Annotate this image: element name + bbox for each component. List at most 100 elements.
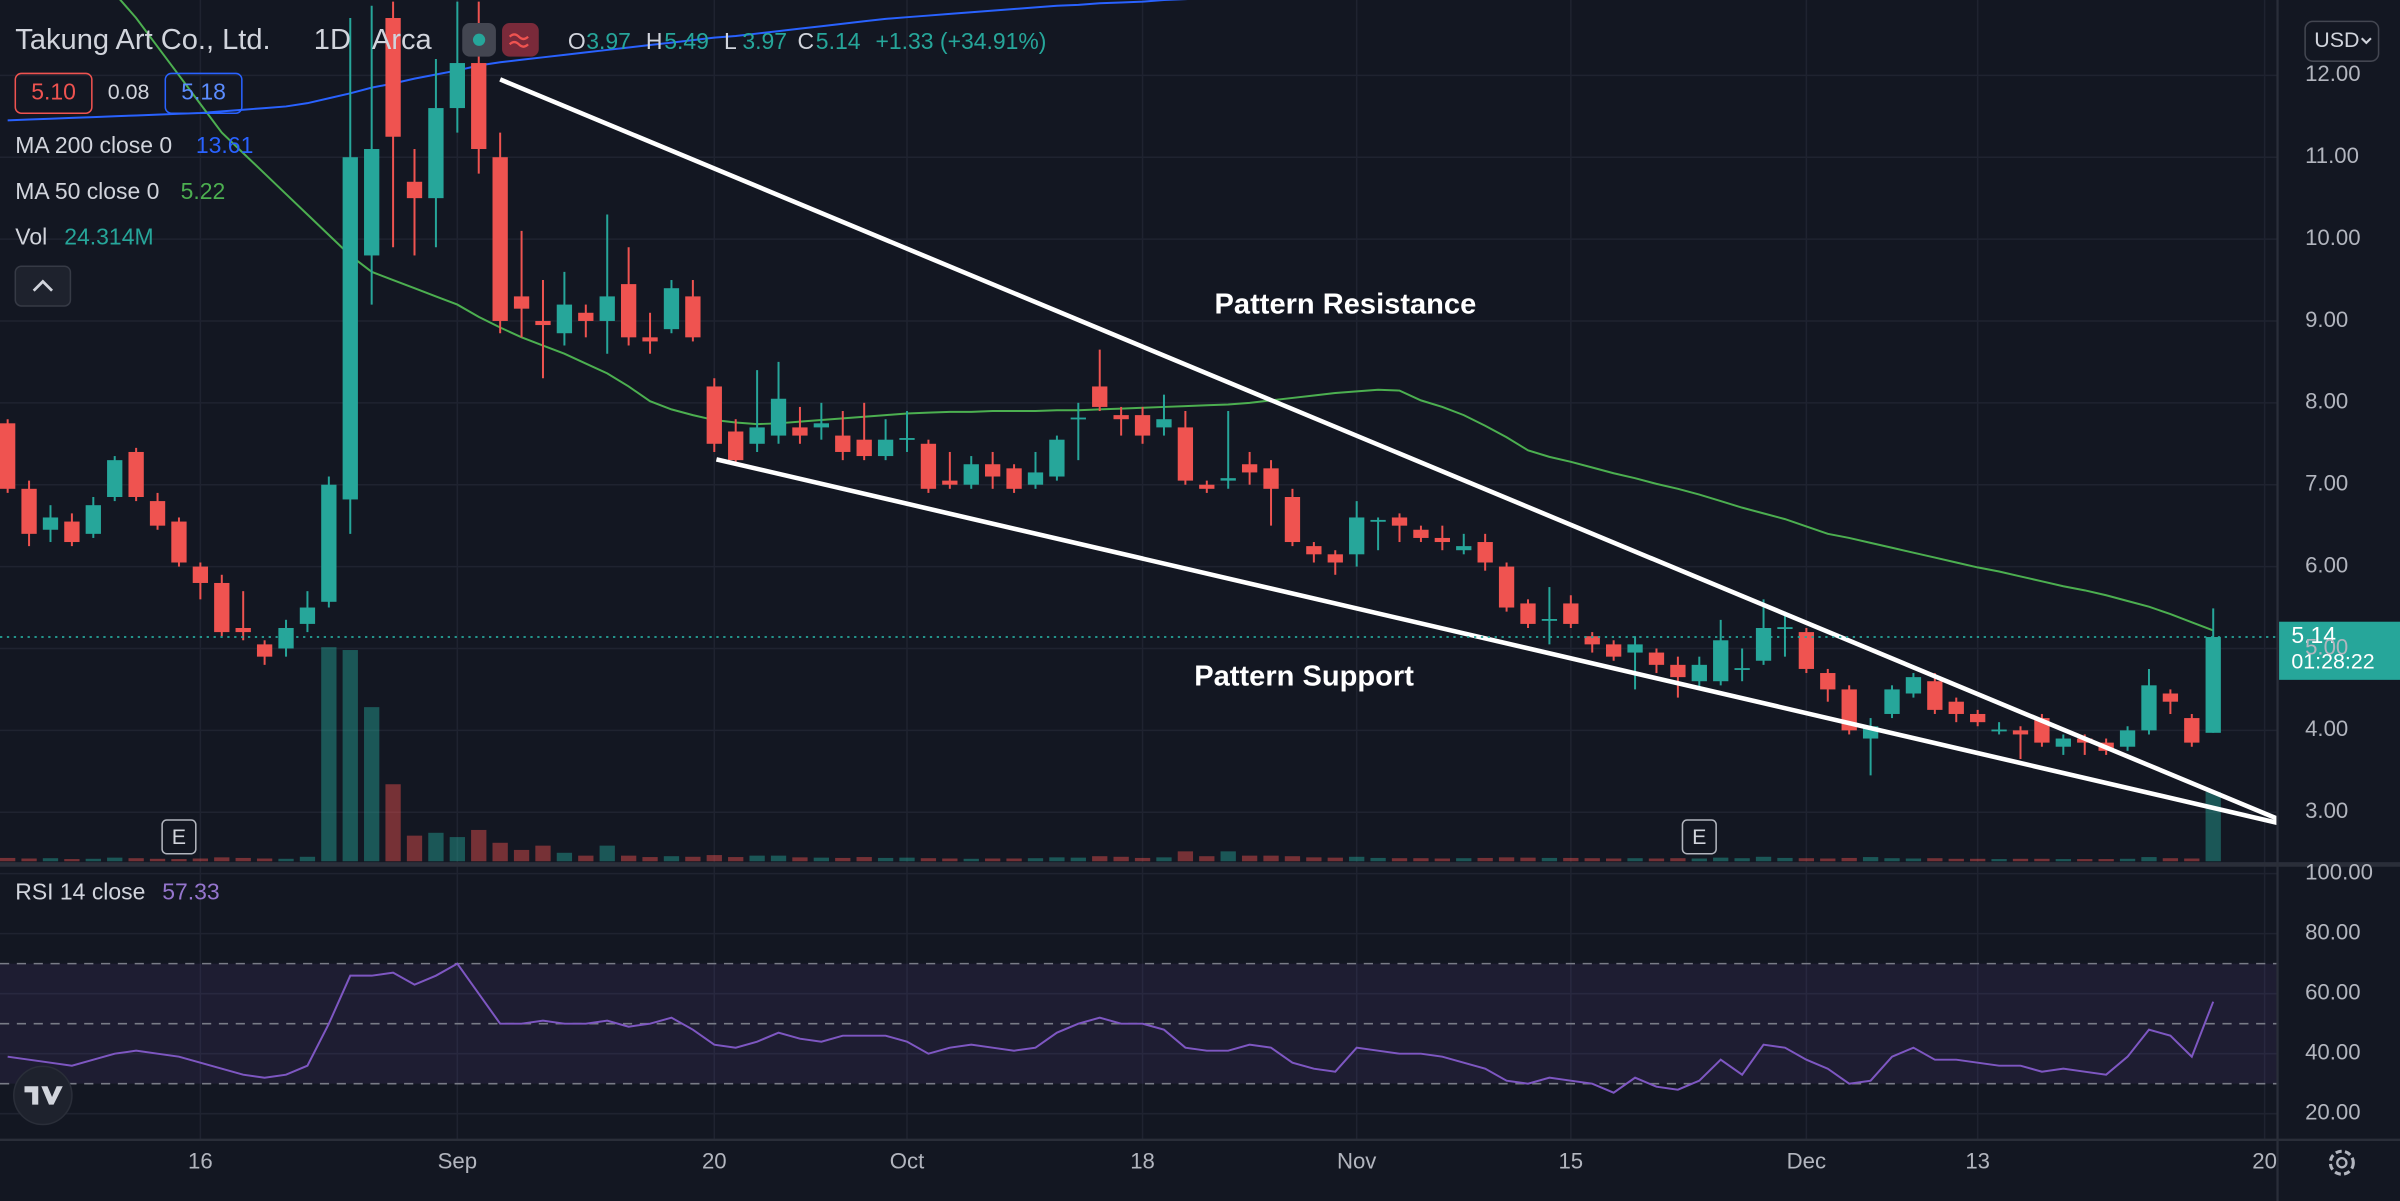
candle-body [192, 566, 209, 583]
candle-body [107, 460, 123, 497]
volume-bar [1520, 857, 1536, 862]
candle-body [1370, 519, 1386, 522]
candle-body [856, 439, 872, 457]
volume-bar [2077, 859, 2093, 862]
volume-bar [2098, 859, 2114, 862]
volume-bar [471, 829, 487, 862]
candle-body [149, 501, 166, 526]
volume-bar [256, 858, 273, 862]
volume-bar [492, 842, 508, 862]
candle-body [942, 480, 958, 485]
volume-bar [1092, 856, 1108, 862]
y-tick-label: 11.00 [2305, 143, 2359, 168]
volume-bar [321, 647, 337, 862]
candle-body [1713, 640, 1729, 682]
volume-bar [899, 857, 915, 862]
volume-bar [513, 849, 530, 862]
candle-body [278, 628, 294, 649]
x-tick-label: 15 [1558, 1149, 1583, 1174]
x-tick-label: 16 [188, 1149, 213, 1174]
candle-body [1134, 415, 1151, 436]
candle-body [2205, 637, 2221, 733]
x-tick-label: 20 [2252, 1149, 2277, 1174]
y-tick-label: 40.00 [2305, 1040, 2360, 1065]
candle-body [2012, 730, 2029, 735]
candle-body [963, 464, 979, 485]
volume-bar [620, 855, 637, 862]
ask-box[interactable] [164, 72, 243, 114]
moving-average-line [7, 0, 1188, 122]
candle-body [1648, 652, 1665, 665]
settings-icon[interactable] [2328, 1149, 2355, 1176]
bid-box[interactable] [14, 72, 93, 114]
indicator-name: RSI 14 close [15, 879, 145, 905]
price-tag-value: 5.14 [2291, 622, 2336, 648]
earnings-marker [1681, 819, 1717, 855]
volume-bar [1584, 858, 1600, 862]
volume-bar [406, 835, 423, 862]
gear[interactable] [2328, 1149, 2355, 1176]
volume-bar [235, 857, 251, 862]
candle-body [85, 505, 101, 534]
candle-body [0, 423, 16, 489]
volume-bar [642, 857, 658, 862]
candle-body [1113, 415, 1129, 420]
currency-button[interactable] [2304, 20, 2380, 62]
volume-bar [728, 857, 744, 862]
volume-bar [1713, 857, 1729, 862]
candle-body [1927, 681, 1943, 710]
ohlc-value: 3.97 [742, 28, 787, 54]
candle-body [1498, 566, 1515, 608]
x-tick-label: 13 [1965, 1149, 1990, 1174]
currency[interactable]: USD [2314, 28, 2359, 52]
candle-body [1884, 689, 1900, 714]
candle-body [2162, 693, 2179, 702]
volume-bar [1413, 858, 1429, 862]
candle-body [428, 108, 444, 199]
candle-body [1156, 419, 1172, 428]
candle-body [2055, 738, 2071, 747]
ohlc-value: 5.14 [816, 28, 861, 54]
volume-bar [64, 859, 80, 862]
spread: 0.08 [108, 80, 150, 104]
candle-body [1241, 464, 1258, 473]
volume-bar [1927, 858, 1943, 862]
candle-body [1991, 729, 2007, 732]
ask[interactable]: 5.18 [181, 78, 226, 104]
volume-bar [1777, 857, 1793, 862]
volume-bar [1991, 859, 2007, 862]
candle-body [1777, 627, 1793, 630]
volume-bar [1113, 856, 1129, 862]
volume-bar [1884, 858, 1900, 862]
volume-bar [877, 857, 894, 862]
candle-body [513, 296, 530, 309]
bid[interactable]: 5.10 [31, 78, 76, 104]
candle-body [1734, 668, 1750, 670]
volume-bar [813, 857, 830, 862]
y-tick-label: 100.00 [2305, 860, 2373, 885]
candle-body [1627, 644, 1643, 653]
volume-bar [449, 837, 465, 862]
y-tick-label: 9.00 [2305, 307, 2348, 332]
ohlc-letter: L [724, 28, 737, 54]
collapse-button[interactable] [14, 265, 72, 307]
candle-body [813, 423, 830, 428]
ohlc-letter: C [797, 28, 814, 54]
earnings-label: E [172, 825, 186, 849]
volume-bar [1156, 857, 1172, 862]
volume-bar [1134, 857, 1151, 862]
candle-body [1820, 673, 1836, 690]
candle-body [985, 464, 1001, 477]
volume-bar [85, 858, 101, 862]
volume-bar [0, 857, 16, 862]
candle-body [492, 157, 508, 321]
volume-bar [1391, 858, 1408, 862]
candle-body [899, 438, 915, 440]
volume-bar [985, 858, 1001, 862]
gear-hub [2336, 1157, 2348, 1169]
dropdown-icon [2360, 37, 2372, 45]
x-tick-label: Dec [1787, 1149, 1826, 1174]
exchange: Arca [372, 24, 433, 56]
candle-body [1670, 664, 1686, 678]
